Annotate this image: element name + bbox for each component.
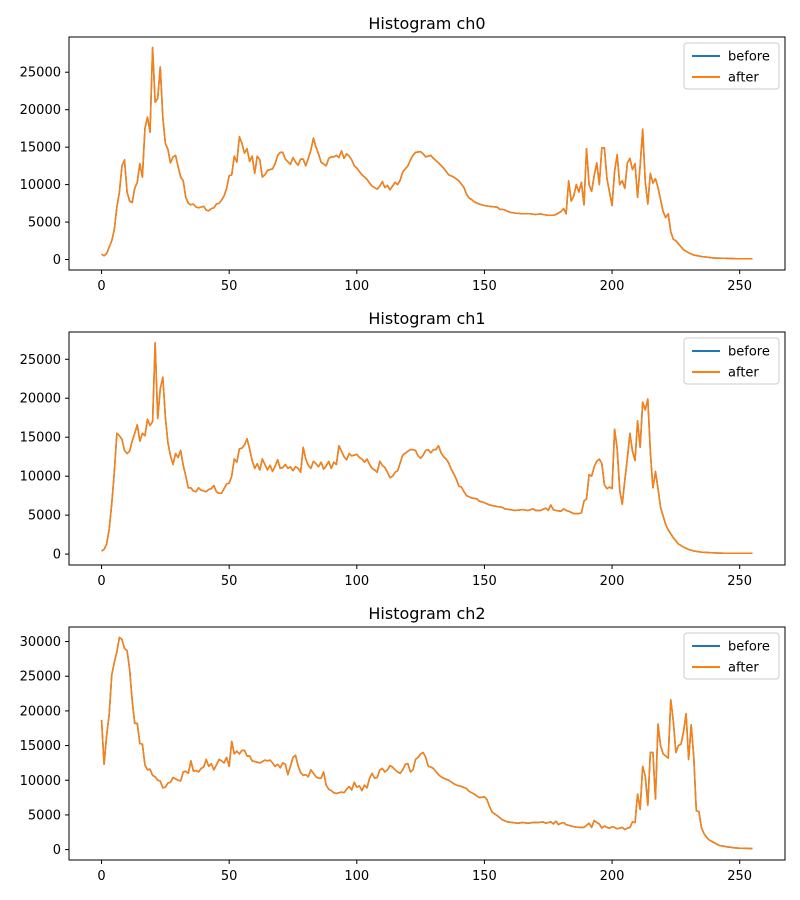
y-tick-label: 15000 (20, 141, 61, 156)
y-tick-label: 25000 (20, 353, 61, 368)
y-tick-label: 5000 (28, 509, 61, 524)
y-tick-label: 0 (53, 253, 61, 268)
x-tick-label: 150 (472, 869, 497, 884)
y-tick-label: 10000 (20, 470, 61, 485)
y-tick-label: 10000 (20, 178, 61, 193)
series-line-before (101, 46, 753, 260)
subplot-title: Histogram ch0 (368, 14, 485, 33)
y-tick-label: 5000 (28, 216, 61, 231)
x-tick-label: 200 (600, 279, 625, 294)
y-tick-label: 25000 (20, 670, 61, 685)
x-tick-label: 100 (344, 869, 369, 884)
subplot-title: Histogram ch1 (368, 309, 485, 328)
x-tick-label: 200 (600, 574, 625, 589)
y-tick-label: 15000 (20, 431, 61, 446)
x-tick-label: 50 (221, 574, 238, 589)
subplot-ch2: Histogram ch2 0 50 100 150 200 250 0 5000 10000 15… (20, 604, 786, 884)
y-tick-label: 25000 (20, 66, 61, 81)
x-tick-label: 150 (472, 574, 497, 589)
legend-label-before: before (728, 50, 770, 65)
y-tick-label: 5000 (28, 808, 61, 823)
series-line-after (100, 636, 753, 850)
legend: before after (683, 42, 780, 90)
series-line-before (100, 636, 753, 850)
axes-frame (68, 36, 786, 271)
y-tick-label: 0 (53, 843, 61, 858)
y-tick-label: 20000 (20, 392, 61, 407)
x-tick-label: 250 (727, 869, 752, 884)
x-tick-label: 250 (727, 574, 752, 589)
legend: before after (683, 337, 780, 385)
subplot-ch1: Histogram ch1 0 50 100 150 200 250 0 5000 10000 15… (20, 309, 786, 589)
y-tick-label: 20000 (20, 704, 61, 719)
y-tick-label: 30000 (20, 635, 61, 650)
x-tick-label: 50 (221, 279, 238, 294)
legend-label-before: before (728, 345, 770, 360)
legend-label-before: before (728, 640, 770, 655)
axes-frame (68, 331, 786, 566)
y-tick-label: 15000 (20, 739, 61, 754)
x-tick-label: 150 (472, 279, 497, 294)
subplot-title: Histogram ch2 (368, 604, 485, 623)
y-tick-label: 20000 (20, 103, 61, 118)
x-tick-label: 100 (344, 279, 369, 294)
series-line-before (101, 342, 753, 555)
subplot-ch0: Histogram ch0 0 50 100 150 200 250 0 5000 10000 15… (20, 14, 786, 294)
legend-label-after: after (728, 366, 759, 381)
legend: before after (683, 632, 780, 680)
y-tick-label: 0 (53, 548, 61, 563)
x-tick-label: 0 (97, 574, 105, 589)
x-tick-label: 200 (600, 869, 625, 884)
legend-label-after: after (728, 661, 759, 676)
x-tick-label: 50 (221, 869, 238, 884)
legend-label-after: after (728, 71, 759, 86)
series-line-after (101, 46, 753, 260)
x-tick-label: 250 (727, 279, 752, 294)
y-tick-label: 10000 (20, 774, 61, 789)
x-tick-label: 0 (97, 279, 105, 294)
x-tick-label: 100 (344, 574, 369, 589)
x-tick-label: 0 (97, 869, 105, 884)
axes-frame (68, 626, 786, 861)
series-line-after (101, 342, 753, 555)
